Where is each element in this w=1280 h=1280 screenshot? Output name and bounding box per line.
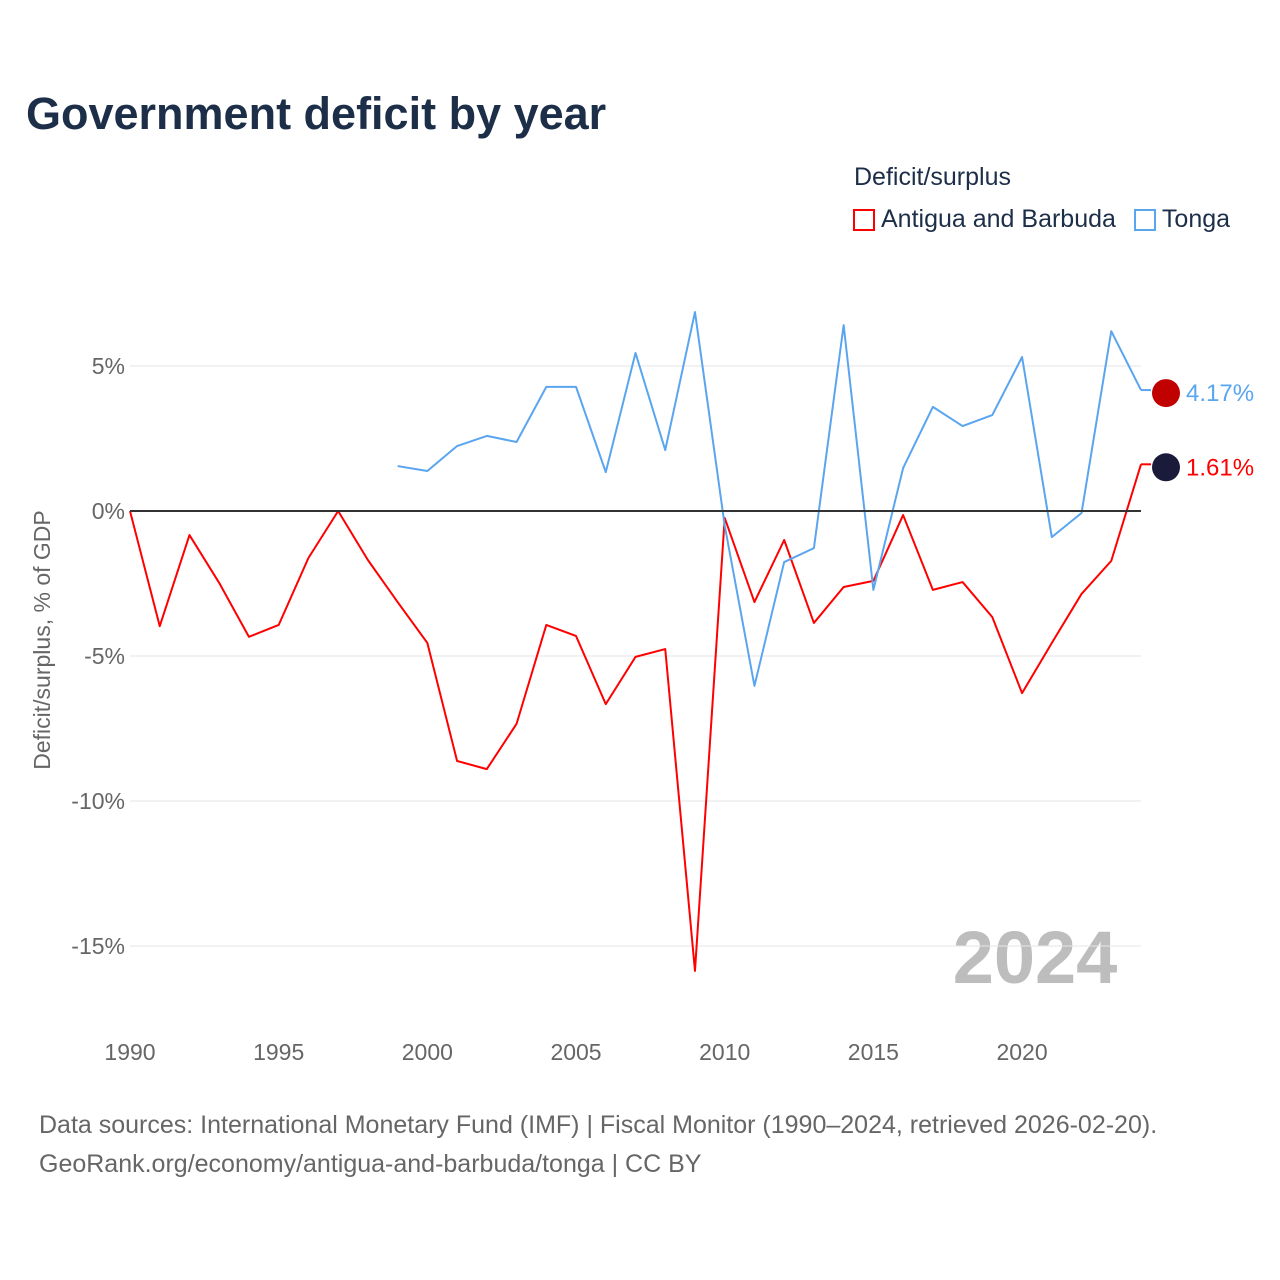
- x-tick-label: 2020: [996, 1039, 1047, 1065]
- legend-swatch-tonga: [1133, 208, 1156, 231]
- y-tick-label: -10%: [71, 788, 125, 814]
- x-tick-label: 2000: [402, 1039, 453, 1065]
- end-value-label: 1.61%: [1186, 454, 1254, 481]
- y-tick-label: 5%: [92, 353, 125, 379]
- y-tick-label: -5%: [84, 643, 125, 669]
- end-value-label: 4.17%: [1186, 380, 1254, 407]
- year-watermark: 2024: [953, 916, 1118, 999]
- source-line-2[interactable]: GeoRank.org/economy/antigua-and-barbuda/…: [39, 1150, 702, 1178]
- x-tick-label: 2005: [550, 1039, 601, 1065]
- y-axis-label: Deficit/surplus, % of GDP: [29, 510, 55, 769]
- x-tick-label: 1995: [253, 1039, 304, 1065]
- legend-title: Deficit/surplus: [854, 163, 1011, 191]
- tonga-flag-icon: [1152, 379, 1180, 408]
- series-line-tonga: [397, 311, 1142, 687]
- chart-title: Government deficit by year: [26, 88, 607, 139]
- legend-item-antigua[interactable]: Antigua and Barbuda: [853, 205, 1116, 234]
- antigua-flag-icon: [1152, 453, 1180, 482]
- legend-item-tonga[interactable]: Tonga: [1133, 205, 1231, 234]
- legend-label-tonga: Tonga: [1161, 205, 1231, 233]
- x-tick-label: 1990: [104, 1039, 155, 1065]
- x-tick-label: 2010: [699, 1039, 750, 1065]
- x-tick-label: 2015: [848, 1039, 899, 1065]
- source-line-1: Data sources: International Monetary Fun…: [39, 1111, 1158, 1139]
- legend-label-antigua: Antigua and Barbuda: [881, 205, 1116, 233]
- series-line-antigua: [129, 464, 1142, 972]
- legend: Antigua and Barbuda Tonga: [853, 205, 1230, 234]
- source-note: Data sources: International Monetary Fun…: [39, 1106, 1157, 1184]
- y-tick-label: 0%: [92, 498, 125, 524]
- y-tick-label: -15%: [71, 933, 125, 959]
- legend-swatch-antigua: [853, 208, 875, 231]
